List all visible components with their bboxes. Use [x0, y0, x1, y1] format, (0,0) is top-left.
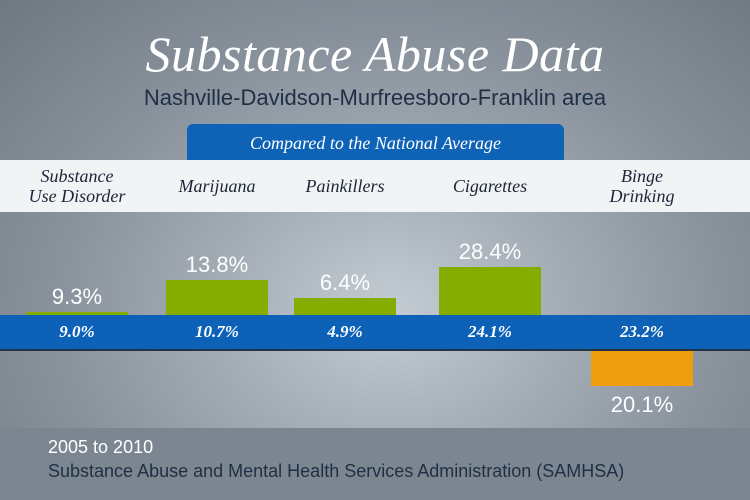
category-label-substance-use-disorder: Substance Use Disorder	[28, 166, 126, 206]
bar-cigarettes	[439, 266, 541, 315]
chart-title: Substance Abuse Data	[145, 26, 605, 82]
value-label-binge-drinking: 20.1%	[610, 391, 674, 417]
category-header-band: Substance Use Disorder Marijuana Painkil…	[0, 160, 750, 212]
category-label-marijuana: Marijuana	[178, 176, 256, 196]
footer-source: Substance Abuse and Mental Health Servic…	[48, 461, 625, 481]
value-label-substance-use-disorder: 9.3%	[51, 283, 103, 309]
national-label-painkillers: 4.9%	[327, 322, 363, 341]
national-label-cigarettes: 24.1%	[468, 322, 512, 341]
chart-subtitle: Nashville-Davidson-Murfreesboro-Franklin…	[143, 85, 607, 110]
bar-painkillers	[294, 298, 396, 315]
footer-band	[0, 428, 750, 500]
category-label-cigarettes: Cigarettes	[452, 176, 528, 196]
national-label-substance-use-disorder: 9.0%	[59, 322, 95, 341]
category-label-binge-drinking: Binge Drinking	[609, 166, 675, 206]
bar-substance-use-disorder	[26, 311, 128, 315]
national-label-marijuana: 10.7%	[195, 322, 239, 341]
national-label-binge-drinking: 23.2%	[620, 322, 664, 341]
footer-years: 2005 to 2010	[48, 437, 154, 457]
bar-binge-drinking	[591, 351, 693, 386]
value-label-marijuana: 13.8%	[185, 252, 249, 278]
comparison-badge: Compared to the National Average	[187, 124, 564, 160]
bar-marijuana	[166, 280, 268, 315]
national-average-band: 9.0% 10.7% 4.9% 24.1% 23.2%	[0, 315, 750, 351]
value-label-painkillers: 6.4%	[319, 270, 371, 296]
value-label-cigarettes: 28.4%	[458, 238, 522, 264]
category-label-painkillers: Painkillers	[305, 176, 385, 196]
